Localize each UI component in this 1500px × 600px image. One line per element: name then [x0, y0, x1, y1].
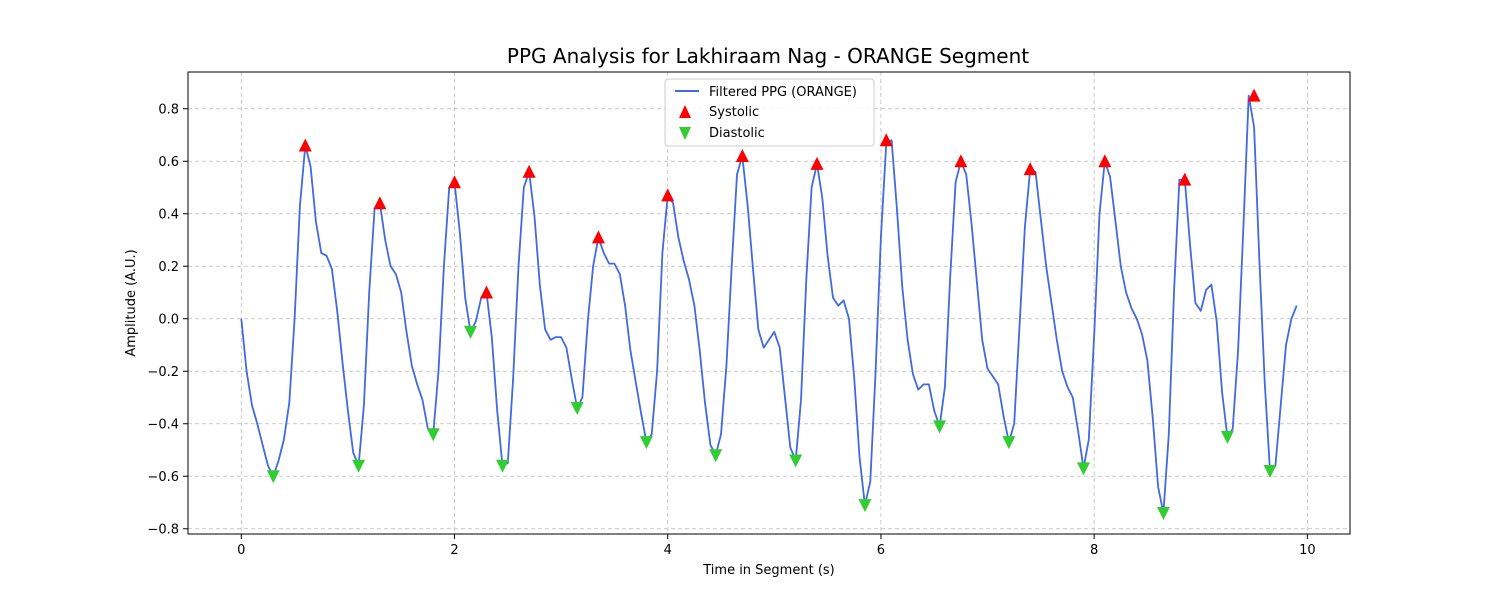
y-tick-label: 0.0 — [158, 312, 179, 327]
systolic-marker — [661, 188, 675, 202]
systolic-marker — [879, 133, 893, 147]
systolic-marker — [1178, 172, 1192, 186]
data-layer — [240, 88, 1298, 520]
plot-frame — [187, 71, 1351, 535]
y-axis-label: Amplitude (A.U.) — [124, 249, 139, 356]
x-tick-label: 2 — [450, 543, 458, 558]
diastolic-marker — [352, 459, 366, 473]
systolic-marker — [954, 154, 968, 168]
x-tick-label: 10 — [1299, 543, 1316, 558]
diastolic-marker — [266, 470, 280, 484]
diastolic-marker — [426, 428, 440, 442]
x-tick-label: 4 — [664, 543, 672, 558]
y-tick-label: 0.2 — [158, 260, 179, 275]
diastolic-marker — [1002, 436, 1016, 450]
diastolic-marker — [464, 325, 478, 339]
y-tick-label: 0.4 — [158, 207, 179, 222]
systolic-marker — [1098, 154, 1112, 168]
y-tick-label: −0.2 — [147, 365, 179, 380]
systolic-marker — [735, 149, 749, 162]
grid-layer — [188, 72, 1350, 534]
y-tick-label: −0.6 — [147, 470, 179, 485]
tick-layer: 0 2 4 6 8 10 −0.8 −0.6 −0.4 −0.2 0.0 0.2 0.4 0.6 0.8 — [147, 102, 1315, 558]
diastolic-marker — [1220, 430, 1234, 444]
x-tick-label: 6 — [877, 543, 885, 558]
systolic-marker — [810, 156, 824, 170]
systolic-marker — [298, 138, 312, 152]
diastolic-marker — [1076, 462, 1090, 476]
systolic-marker — [522, 164, 536, 178]
x-axis-label: Time in Segment (s) — [702, 563, 834, 578]
systolic-marker — [448, 175, 462, 189]
diastolic-marker — [1263, 465, 1277, 478]
x-tick-label: 0 — [237, 543, 245, 558]
y-tick-label: −0.8 — [147, 522, 179, 537]
y-tick-label: 0.6 — [158, 155, 179, 170]
diastolic-marker — [570, 402, 584, 415]
diastolic-marker — [495, 459, 509, 473]
legend: Filtered PPG (ORANGE) Systolic Diastolic — [664, 78, 875, 147]
diastolic-marker — [933, 420, 947, 434]
systolic-marker — [1023, 162, 1037, 176]
x-tick-label: 8 — [1090, 543, 1098, 558]
legend-label-systolic: Systolic — [709, 105, 759, 120]
diastolic-marker — [789, 454, 803, 468]
legend-systolic-marker — [679, 105, 691, 118]
ppg-line — [240, 94, 1298, 514]
legend-label-filtered: Filtered PPG (ORANGE) — [709, 85, 857, 100]
systolic-marker — [1247, 88, 1261, 102]
y-tick-label: −0.4 — [147, 417, 179, 432]
systolic-marker — [591, 230, 605, 244]
legend-label-diastolic: Diastolic — [709, 126, 765, 141]
diastolic-marker — [858, 499, 872, 513]
systolic-marker — [373, 196, 387, 210]
y-tick-label: 0.8 — [158, 102, 179, 117]
systolic-marker — [479, 285, 493, 299]
legend-diastolic-marker — [679, 127, 691, 140]
legend-box — [664, 78, 875, 147]
chart-title: PPG Analysis for Lakhiraam Nag - ORANGE … — [507, 44, 1029, 68]
diastolic-marker — [1156, 507, 1170, 520]
diastolic-marker — [709, 449, 723, 463]
diastolic-marker — [639, 436, 653, 450]
